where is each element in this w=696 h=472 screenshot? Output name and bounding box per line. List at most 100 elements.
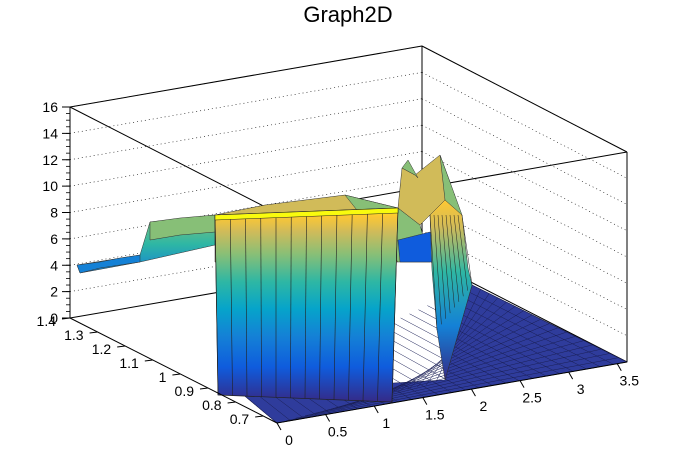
- floor-mesh-line: [445, 297, 587, 370]
- x-tick-label: 2: [480, 398, 488, 414]
- floor-mesh-line: [471, 284, 628, 363]
- y-tick-label: 1.2: [92, 341, 112, 357]
- floor-mesh-line: [239, 391, 278, 424]
- z-gridline-right: [421, 124, 628, 232]
- x-tick-mark: [519, 380, 525, 388]
- x-tick-mark: [373, 405, 379, 414]
- z-gridline-left: [69, 72, 423, 134]
- x-axis-ticks: 0 0.5 1 1.5 2 2.5 3 3.5: [276, 363, 640, 448]
- y-tick-mark: [199, 387, 209, 390]
- z-axis-ticks: 0 2 4 6 8 10 12 14 16: [42, 99, 70, 326]
- wall-mesh-line: [304, 211, 307, 399]
- y-tick-label: 0.9: [175, 383, 195, 399]
- x-tick-mark: [325, 414, 331, 422]
- z-tick-label: 16: [42, 99, 58, 115]
- x-tick-mark: [616, 363, 622, 371]
- wall-mesh-line: [333, 210, 338, 400]
- flank-mesh-line: [445, 214, 455, 308]
- x-tick-label: 3: [577, 381, 585, 397]
- back-top-left-edge: [69, 45, 423, 108]
- front-top-left-edge: [69, 106, 278, 214]
- z-tick-label: 4: [50, 257, 58, 273]
- x-tick-label: 1.5: [425, 407, 445, 423]
- floor-mesh-line: [286, 357, 619, 421]
- wall-mesh-line: [260, 213, 262, 397]
- floor-mesh-line: [398, 306, 516, 393]
- floor-mesh-line: [314, 344, 593, 414]
- wall-mesh-line: [377, 208, 384, 402]
- y-tick-mark: [172, 373, 181, 376]
- wall-mesh-line: [362, 209, 368, 401]
- x-tick-mark: [276, 422, 282, 431]
- z-tick-label: 10: [42, 178, 58, 194]
- right-flank: [429, 199, 473, 381]
- y-tick-mark: [61, 317, 71, 320]
- z-tick-label: 14: [42, 125, 58, 141]
- floor-mesh-line: [400, 317, 520, 381]
- floor-mesh-line: [407, 301, 507, 390]
- x-tick-mark: [471, 388, 476, 397]
- flank-mesh-line: [449, 214, 460, 302]
- floor-mesh-line: [462, 288, 614, 365]
- wall-mesh-line: [229, 214, 233, 396]
- floor-mesh-line: [454, 293, 601, 367]
- z-gridline-right: [421, 203, 628, 310]
- wall-mesh: [214, 207, 399, 403]
- y-tick-label: 1: [159, 369, 167, 385]
- z-gridline-left: [69, 98, 423, 161]
- y-tick-label: 0.7: [230, 411, 250, 427]
- flank-mesh-line: [461, 214, 473, 286]
- peak-spike-left: [401, 159, 419, 179]
- x-tick-mark: [422, 397, 428, 405]
- floor-mesh-line: [295, 353, 610, 419]
- y-tick-mark: [227, 401, 236, 404]
- front-wall: [214, 207, 399, 403]
- wall-mesh-line: [319, 210, 323, 400]
- chart-title: Graph2D: [303, 2, 393, 27]
- floor-mesh-line: [416, 297, 499, 388]
- y-tick-mark: [255, 415, 264, 418]
- ridge-front-strip: [76, 254, 141, 274]
- x-tick-label: 0: [285, 432, 293, 448]
- y-tick-mark: [144, 359, 153, 362]
- wall-mesh-line: [245, 213, 248, 397]
- y-tick-label: 1.1: [119, 355, 139, 371]
- x-tick-label: 3.5: [620, 373, 640, 389]
- wall-mesh-line: [391, 207, 399, 403]
- flank-mesh-line: [437, 214, 446, 319]
- floor-mesh-line: [409, 313, 533, 379]
- z-gridline-right: [421, 98, 628, 205]
- flank-mesh: [429, 214, 473, 331]
- z-gridline-right: [421, 151, 628, 258]
- z-tick-label: 0: [50, 310, 58, 326]
- x-tick-mark: [568, 371, 574, 380]
- back-gridlines: [69, 45, 628, 337]
- y-axis-line: [69, 317, 278, 424]
- flank-mesh-line: [429, 214, 438, 331]
- y-tick-label: 0.8: [202, 397, 222, 413]
- z-tick-label: 6: [50, 231, 58, 247]
- wall-top-edge: [214, 207, 399, 221]
- flank-mesh-line: [453, 214, 464, 297]
- flank-mesh-line: [457, 214, 468, 291]
- flank-mesh-line: [441, 214, 451, 314]
- z-tick-label: 12: [42, 152, 58, 168]
- x-tick-label: 1: [382, 415, 390, 431]
- x-tick-label: 0.5: [328, 424, 348, 440]
- z-gridline-right: [421, 177, 628, 284]
- back-ridge: [76, 214, 216, 274]
- z-tick-label: 2: [50, 284, 58, 300]
- wall-mesh-line: [290, 212, 292, 398]
- y-tick-mark: [89, 331, 98, 334]
- flank-mesh-line: [433, 214, 442, 325]
- z-gridline-right: [421, 72, 628, 179]
- y-axis-ticks: 0.7 0.8 0.9 1 1.1 1.2 1.3 1.4: [37, 313, 264, 427]
- z-gridline-right: [421, 45, 628, 153]
- y-tick-label: 1.3: [64, 327, 84, 343]
- y-tick-mark: [117, 345, 126, 348]
- y-tick-label: 1.4: [37, 313, 57, 329]
- z-tick-label: 8: [50, 205, 58, 221]
